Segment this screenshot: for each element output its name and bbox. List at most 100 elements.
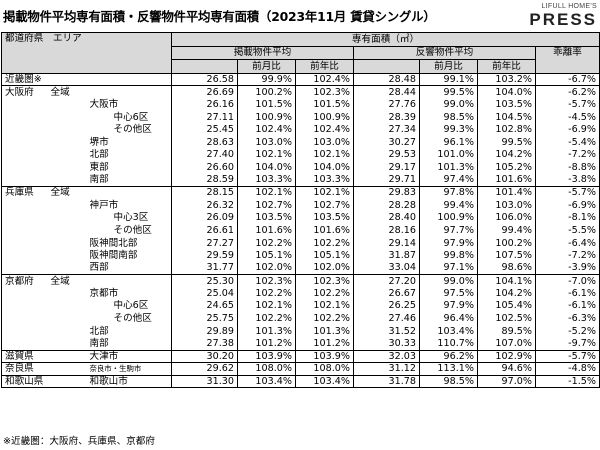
listed-yoy-cell: 102.4% bbox=[295, 123, 354, 136]
pref-cell bbox=[1, 173, 48, 187]
listed-mom-cell: 100.2% bbox=[237, 85, 296, 99]
listed-mom-cell: 102.2% bbox=[237, 312, 296, 325]
gap-cell: -5.5% bbox=[535, 224, 600, 237]
response-value-cell: 33.04 bbox=[353, 261, 420, 275]
area-cell: 東部 bbox=[47, 161, 172, 174]
listed-yoy-cell: 103.4% bbox=[295, 374, 354, 389]
listed-value-cell: 25.04 bbox=[171, 287, 238, 300]
response-value-cell: 31.12 bbox=[353, 362, 420, 376]
listed-mom-cell: 103.4% bbox=[237, 374, 296, 389]
header-gap: 乖離率 bbox=[535, 45, 600, 74]
header-response-mom: 前月比 bbox=[419, 59, 478, 74]
listed-value-cell: 26.60 bbox=[171, 161, 238, 174]
response-value-cell: 27.20 bbox=[353, 274, 420, 288]
area-cell: 全域 bbox=[47, 274, 172, 288]
listed-mom-cell: 101.6% bbox=[237, 224, 296, 237]
area-cell: 中心3区 bbox=[47, 211, 172, 225]
response-value-cell: 31.52 bbox=[353, 324, 420, 338]
table-row: 奈良県 奈良市・生駒市 29.62 108.0% 108.0% 31.12 113.1% 94… bbox=[1, 362, 600, 376]
listed-value-cell: 27.11 bbox=[171, 110, 238, 124]
response-mom-cell: 97.8% bbox=[419, 185, 478, 199]
response-mom-cell: 97.1% bbox=[419, 261, 478, 275]
listed-value-cell: 26.09 bbox=[171, 211, 238, 225]
gap-cell: -9.7% bbox=[535, 337, 600, 351]
area-cell: 北部 bbox=[47, 148, 172, 162]
header-response-value bbox=[353, 59, 420, 74]
pref-cell bbox=[1, 211, 48, 225]
listed-value-cell: 28.59 bbox=[171, 173, 238, 187]
listed-yoy-cell: 103.0% bbox=[295, 135, 354, 149]
response-yoy-cell: 99.5% bbox=[477, 135, 536, 149]
table-row: 北部 29.89 101.3% 101.3% 31.52 103.4% 89.5% -5.2% bbox=[1, 324, 600, 338]
gap-cell: -3.9% bbox=[535, 261, 600, 275]
header-listed-value bbox=[171, 59, 238, 74]
response-mom-cell: 110.7% bbox=[419, 337, 478, 351]
listed-mom-cell: 102.1% bbox=[237, 148, 296, 162]
area-cell: その他区 bbox=[47, 224, 172, 237]
area-cell: 全域 bbox=[47, 85, 172, 99]
listed-mom-cell: 108.0% bbox=[237, 362, 296, 376]
response-yoy-cell: 99.4% bbox=[477, 224, 536, 237]
listed-yoy-cell: 102.1% bbox=[295, 148, 354, 162]
listed-value-cell: 31.77 bbox=[171, 261, 238, 275]
listed-yoy-cell: 101.5% bbox=[295, 98, 354, 111]
listed-value-cell: 30.20 bbox=[171, 349, 238, 363]
response-yoy-cell: 100.2% bbox=[477, 236, 536, 250]
listed-value-cell: 29.59 bbox=[171, 249, 238, 262]
pref-cell bbox=[1, 287, 48, 300]
table-row: その他区 25.75 102.2% 102.2% 27.46 96.4% 102.5% -6.… bbox=[1, 312, 600, 325]
gap-cell: -6.4% bbox=[535, 236, 600, 250]
area-cell: 中心6区 bbox=[47, 299, 172, 313]
header-response: 反響物件平均 bbox=[353, 45, 536, 60]
gap-cell: -4.8% bbox=[535, 362, 600, 376]
pref-cell bbox=[1, 135, 48, 149]
listed-mom-cell: 102.7% bbox=[237, 198, 296, 212]
gap-cell: -6.1% bbox=[535, 287, 600, 300]
area-cell bbox=[47, 72, 172, 86]
listed-yoy-cell: 102.1% bbox=[295, 299, 354, 313]
listed-value-cell: 29.89 bbox=[171, 324, 238, 338]
response-yoy-cell: 101.6% bbox=[477, 173, 536, 187]
pref-cell bbox=[1, 337, 48, 351]
response-value-cell: 27.46 bbox=[353, 312, 420, 325]
response-value-cell: 31.78 bbox=[353, 374, 420, 389]
gap-cell: -5.7% bbox=[535, 98, 600, 111]
data-table-wrapper: 都道府県 エリア 専有面積（㎡） 掲載物件平均 反響物件平均 乖離率 前月比 前… bbox=[1, 32, 600, 389]
response-value-cell: 26.25 bbox=[353, 299, 420, 313]
response-value-cell: 28.48 bbox=[353, 72, 420, 86]
gap-cell: -6.9% bbox=[535, 123, 600, 136]
listed-value-cell: 28.63 bbox=[171, 135, 238, 149]
listed-yoy-cell: 101.3% bbox=[295, 324, 354, 338]
table-row: 東部 26.60 104.0% 104.0% 29.17 101.3% 105.2% -8.8… bbox=[1, 161, 600, 174]
listed-yoy-cell: 103.9% bbox=[295, 349, 354, 363]
page-title: 掲載物件平均専有面積・反響物件平均専有面積（2023年11月 賃貸シングル） bbox=[3, 9, 436, 24]
response-yoy-cell: 102.5% bbox=[477, 312, 536, 325]
gap-cell: -5.7% bbox=[535, 185, 600, 199]
pref-cell bbox=[1, 161, 48, 174]
response-value-cell: 28.28 bbox=[353, 198, 420, 212]
area-cell: その他区 bbox=[47, 312, 172, 325]
pref-cell bbox=[1, 249, 48, 262]
listed-value-cell: 26.69 bbox=[171, 85, 238, 99]
table-row: 和歌山県 和歌山市 31.30 103.4% 103.4% 31.78 98.5% 97.0%… bbox=[1, 374, 600, 389]
listed-value-cell: 26.16 bbox=[171, 98, 238, 111]
response-yoy-cell: 104.2% bbox=[477, 287, 536, 300]
response-mom-cell: 97.9% bbox=[419, 236, 478, 250]
listed-value-cell: 27.27 bbox=[171, 236, 238, 250]
table-row: その他区 26.61 101.6% 101.6% 28.16 97.7% 99.4% -5.5… bbox=[1, 224, 600, 237]
gap-cell: -5.4% bbox=[535, 135, 600, 149]
table-row: 中心6区 27.11 100.9% 100.9% 28.39 98.5% 104.5% -4.… bbox=[1, 110, 600, 124]
response-yoy-cell: 94.6% bbox=[477, 362, 536, 376]
gap-cell: -7.0% bbox=[535, 274, 600, 288]
response-mom-cell: 101.3% bbox=[419, 161, 478, 174]
listed-value-cell: 25.75 bbox=[171, 312, 238, 325]
response-yoy-cell: 106.0% bbox=[477, 211, 536, 225]
response-yoy-cell: 104.5% bbox=[477, 110, 536, 124]
response-yoy-cell: 98.6% bbox=[477, 261, 536, 275]
listed-mom-cell: 101.5% bbox=[237, 98, 296, 111]
response-value-cell: 27.76 bbox=[353, 98, 420, 111]
table-body: 近畿圏※ 26.58 99.9% 102.4% 28.48 99.1% 103.2% -6.7… bbox=[1, 72, 600, 389]
table-row: 京都市 25.04 102.2% 102.2% 26.67 97.5% 104.2% -6.1… bbox=[1, 287, 600, 300]
response-yoy-cell: 103.5% bbox=[477, 98, 536, 111]
response-yoy-cell: 107.0% bbox=[477, 337, 536, 351]
